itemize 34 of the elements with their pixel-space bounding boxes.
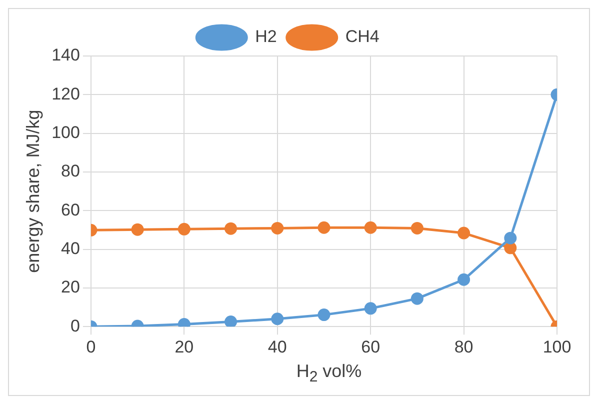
legend-label: CH4 <box>345 27 380 46</box>
x-tick-label: 20 <box>174 337 194 356</box>
point <box>410 222 424 234</box>
point <box>178 222 190 236</box>
x-tick-label: 100 <box>542 337 572 356</box>
y-tick-label: 80 <box>61 162 80 181</box>
y-axis-title: energy share, MJ/kg <box>22 110 43 273</box>
point <box>271 222 284 234</box>
point <box>224 316 238 327</box>
point <box>364 221 377 234</box>
y-tick-label: 40 <box>61 238 80 258</box>
point <box>504 242 517 254</box>
y-tick-label: 120 <box>52 84 80 104</box>
x-tick-label: 80 <box>454 337 474 356</box>
point <box>224 222 238 235</box>
point <box>458 273 470 286</box>
point <box>131 223 144 236</box>
point <box>364 302 377 315</box>
y-tick-label: 100 <box>52 123 80 142</box>
y-tick-label: 60 <box>61 200 80 220</box>
point <box>504 232 517 244</box>
y-tick-label: 0 <box>70 316 80 336</box>
x-tick-label: 60 <box>361 337 380 356</box>
y-tick-label: 140 <box>52 46 80 65</box>
y-tick-label: 20 <box>61 278 80 297</box>
point <box>458 226 470 240</box>
point <box>318 221 330 234</box>
point <box>318 308 330 322</box>
x-tick-label: 0 <box>86 337 96 356</box>
legend-label: H2 <box>255 27 277 46</box>
x-tick-label: 40 <box>268 337 287 356</box>
x-axis-title: H$_{2}$ vol% <box>295 361 363 386</box>
point <box>271 312 284 326</box>
point <box>410 292 424 305</box>
